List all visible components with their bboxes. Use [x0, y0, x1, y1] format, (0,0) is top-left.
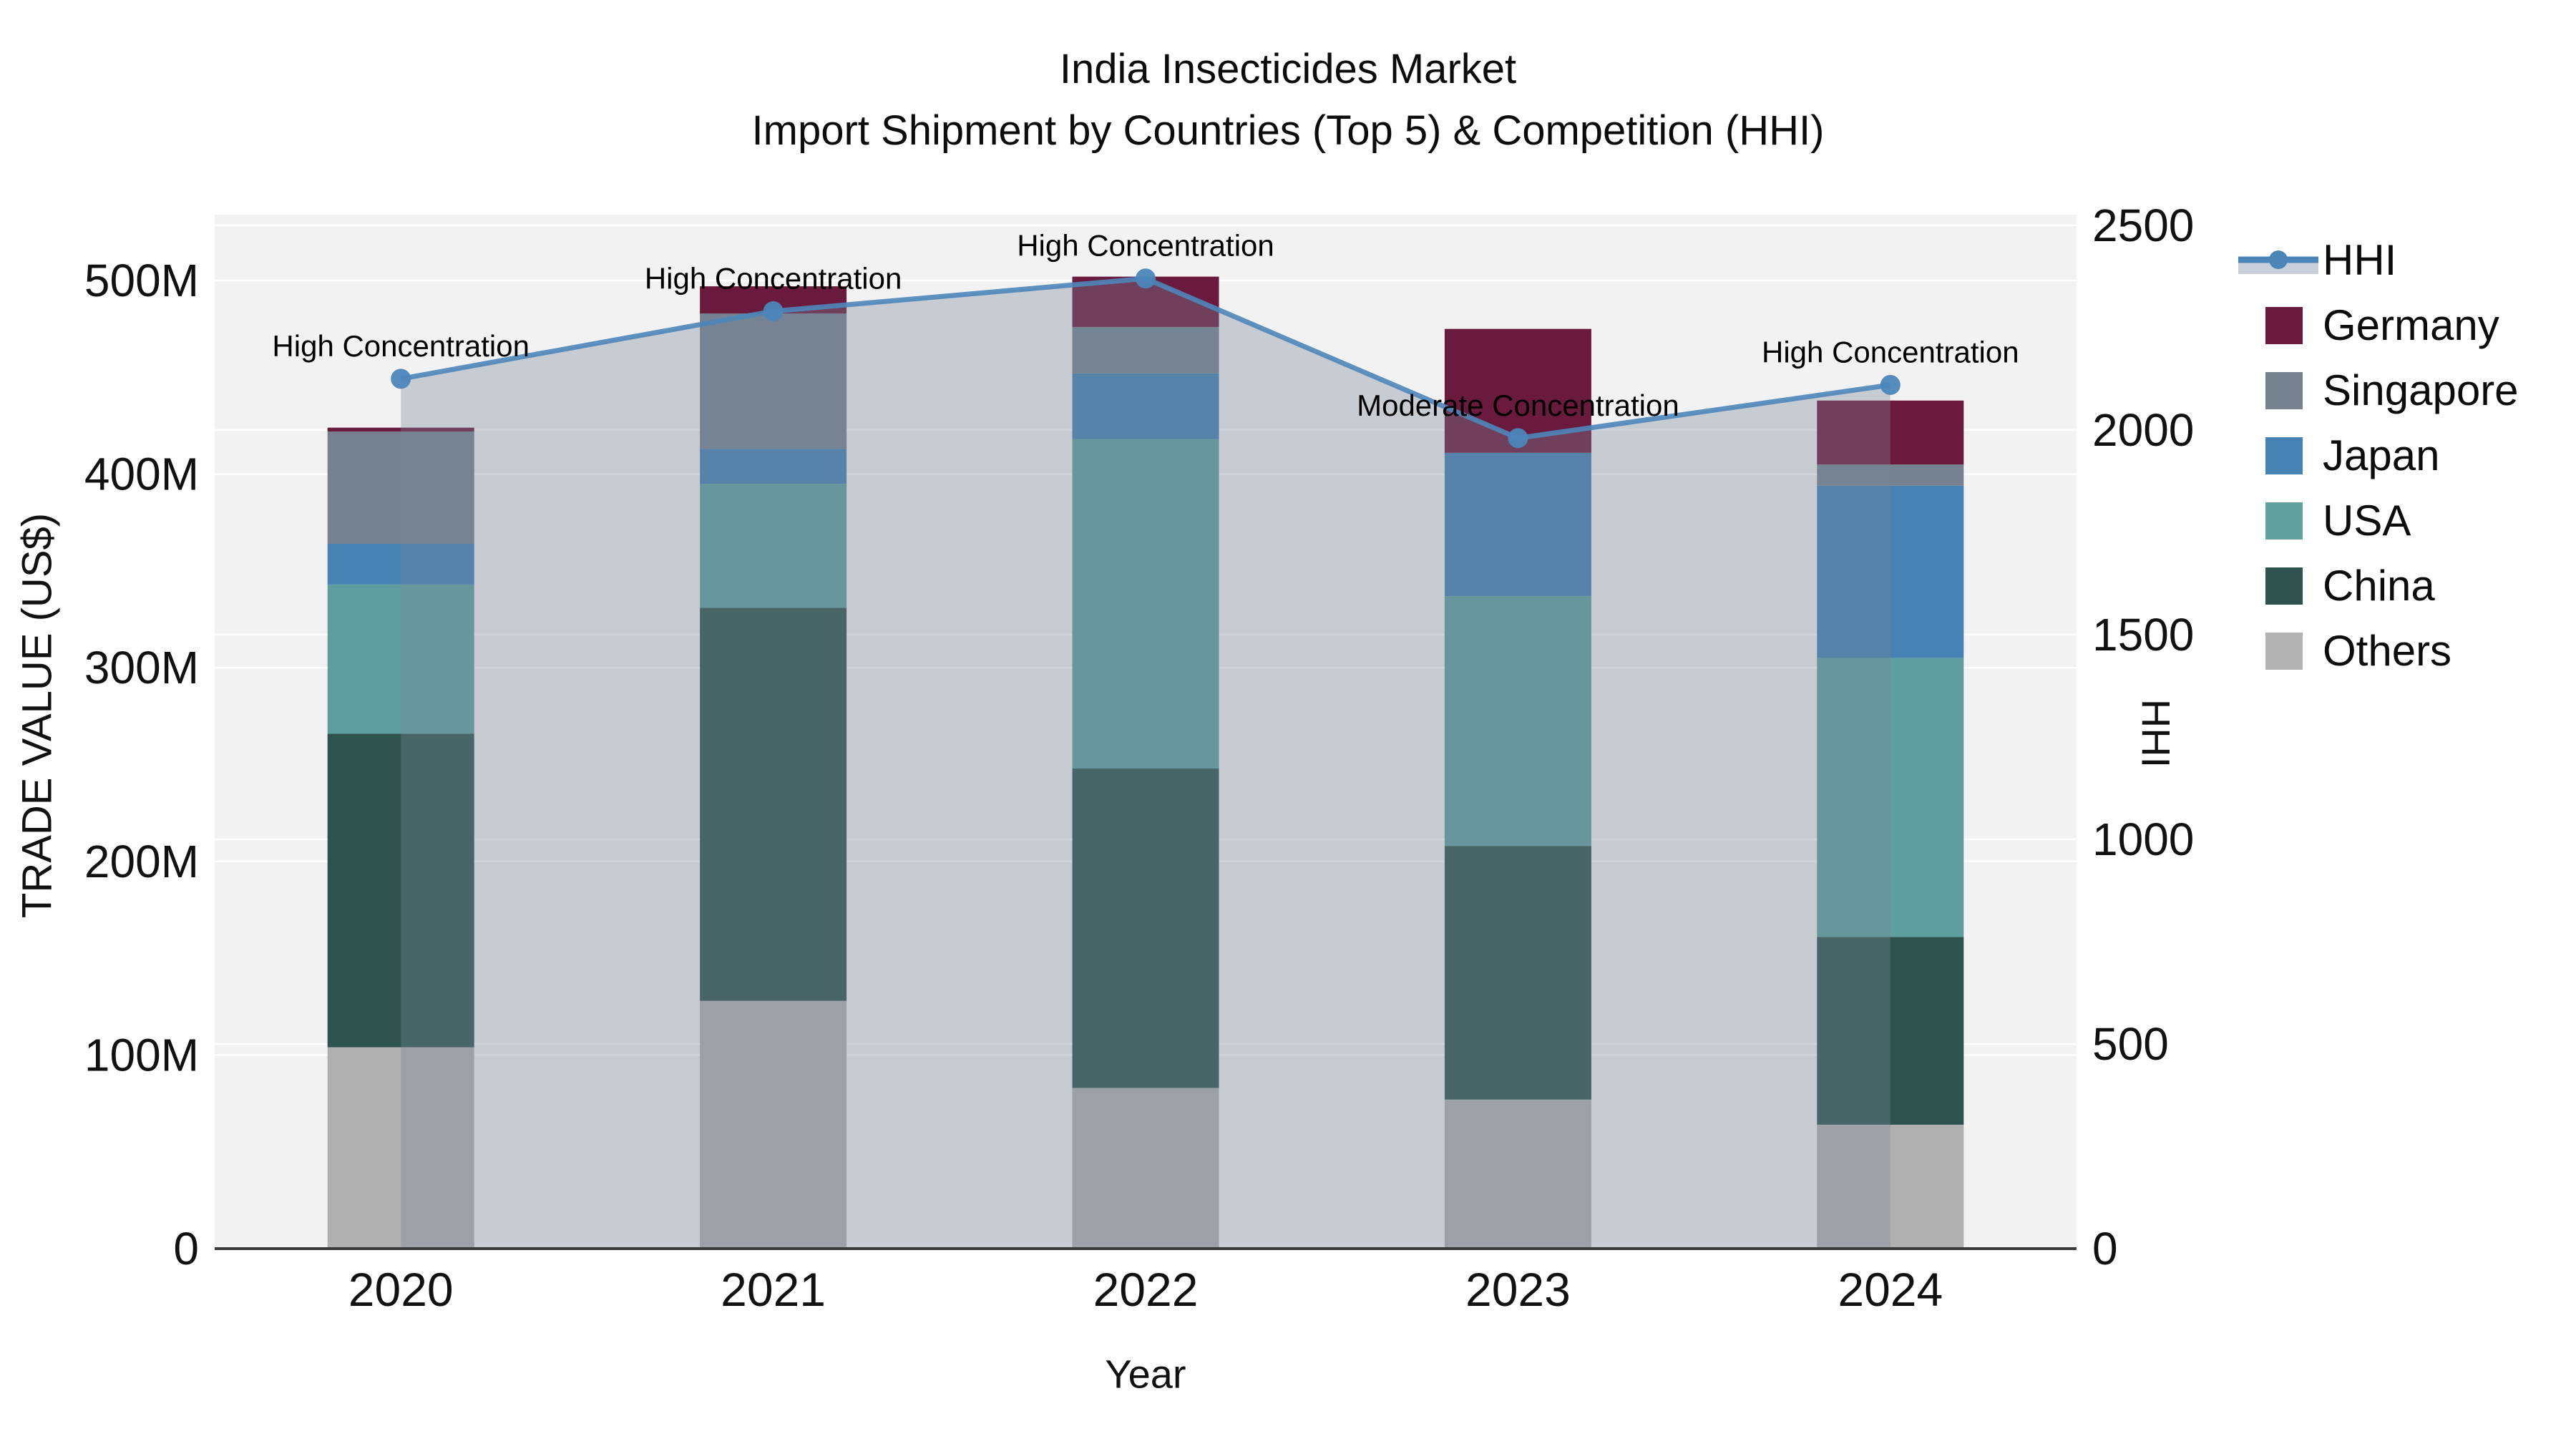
legend-label-others: Others	[2323, 627, 2452, 675]
bar-2024-usa[interactable]	[1817, 658, 1964, 937]
legend-label-germany: Germany	[2323, 301, 2499, 349]
bar-2020-singapore[interactable]	[327, 431, 474, 545]
bar-2022-singapore[interactable]	[1072, 326, 1219, 374]
chart-title: India Insecticides Market	[1059, 46, 1517, 92]
japan-swatch-icon	[2238, 436, 2323, 474]
hhi-marker-2022[interactable]	[1136, 268, 1156, 289]
y-left-axis-title: TRADE VALUE (US$)	[14, 513, 61, 918]
annotation-2021: High Concentration	[645, 262, 902, 296]
x-tick-2023: 2023	[1465, 1263, 1571, 1316]
annotation-2024: High Concentration	[1762, 335, 2019, 369]
bar-2020-others[interactable]	[327, 1047, 474, 1249]
annotation-2023: Moderate Concentration	[1357, 389, 1679, 422]
y-left-tick-300M: 300M	[84, 642, 199, 693]
bar-2024-singapore[interactable]	[1817, 464, 1964, 486]
hhi-area-fill	[401, 278, 1890, 1249]
y-right-tick-1000: 1000	[2092, 814, 2194, 865]
hhi-marker-2024[interactable]	[1880, 374, 1901, 395]
hhi-marker-2023[interactable]	[1508, 428, 1528, 449]
x-tick-2024: 2024	[1838, 1263, 1943, 1316]
legend-label-usa: USA	[2323, 497, 2411, 545]
bar-2022-china[interactable]	[1072, 768, 1219, 1088]
bar-2021-singapore[interactable]	[700, 313, 847, 449]
legend-item-hhi[interactable]: HHI	[2238, 228, 2519, 293]
bar-2022-usa[interactable]	[1072, 439, 1219, 769]
bar-2020-usa[interactable]	[327, 584, 474, 734]
y-left-tick-500M: 500M	[84, 255, 199, 306]
x-tick-2022: 2022	[1093, 1263, 1199, 1316]
bar-2020-japan[interactable]	[327, 544, 474, 585]
bar-2021-usa[interactable]	[700, 484, 847, 608]
hhi-marker-2021[interactable]	[763, 301, 784, 322]
china-swatch-icon	[2238, 567, 2323, 605]
y-left-tick-400M: 400M	[84, 449, 199, 500]
legend-label-singapore: Singapore	[2323, 366, 2519, 414]
legend-label-china: China	[2323, 562, 2435, 610]
bar-2023-usa[interactable]	[1444, 596, 1591, 847]
annotation-2020: High Concentration	[272, 329, 530, 363]
y-right-tick-2500: 2500	[2092, 200, 2194, 251]
others-swatch-icon	[2238, 632, 2323, 670]
legend-item-japan[interactable]: Japan	[2238, 423, 2519, 488]
bar-2021-china[interactable]	[700, 608, 847, 1001]
y-right-tick-0: 0	[2092, 1223, 2118, 1274]
singapore-swatch-icon	[2238, 371, 2323, 409]
y-left-tick-200M: 200M	[84, 836, 199, 887]
y-right-tick-2000: 2000	[2092, 404, 2194, 456]
x-axis-title: Year	[1105, 1352, 1186, 1397]
legend-item-usa[interactable]: USA	[2238, 488, 2519, 553]
legend-item-singapore[interactable]: Singapore	[2238, 358, 2519, 423]
legend-item-china[interactable]: China	[2238, 553, 2519, 618]
legend-item-germany[interactable]: Germany	[2238, 293, 2519, 358]
bar-2021-others[interactable]	[700, 1000, 847, 1249]
y-left-tick-0: 0	[173, 1223, 199, 1274]
y-right-axis-title: HHI	[2134, 699, 2179, 768]
bar-2024-germany[interactable]	[1817, 400, 1964, 465]
bar-2021-japan[interactable]	[700, 449, 847, 484]
germany-swatch-icon	[2238, 306, 2323, 344]
bar-2022-others[interactable]	[1072, 1088, 1219, 1249]
chart-subtitle: Import Shipment by Countries (Top 5) & C…	[751, 107, 1825, 154]
bar-2023-japan[interactable]	[1444, 452, 1591, 597]
legend-label-hhi: HHI	[2323, 236, 2397, 284]
bar-2024-china[interactable]	[1817, 937, 1964, 1125]
bar-2020-germany[interactable]	[327, 427, 474, 432]
bar-2023-others[interactable]	[1444, 1099, 1591, 1249]
legend-label-japan: Japan	[2323, 431, 2440, 479]
hhi-line-icon	[2238, 242, 2323, 279]
bar-2020-china[interactable]	[327, 733, 474, 1048]
y-left-tick-100M: 100M	[84, 1029, 199, 1080]
bar-2022-japan[interactable]	[1072, 373, 1219, 439]
y-right-tick-1500: 1500	[2092, 609, 2194, 660]
annotation-2022: High Concentration	[1017, 229, 1274, 263]
usa-swatch-icon	[2238, 502, 2323, 540]
x-tick-2021: 2021	[721, 1263, 826, 1316]
hhi-marker-2020[interactable]	[391, 369, 411, 389]
legend: HHI Germany Singapore Japan USA China Others	[2238, 228, 2519, 683]
bar-2024-others[interactable]	[1817, 1124, 1964, 1249]
legend-item-others[interactable]: Others	[2238, 618, 2519, 683]
bar-2023-china[interactable]	[1444, 846, 1591, 1100]
y-right-tick-500: 500	[2092, 1018, 2169, 1070]
bar-2024-japan[interactable]	[1817, 485, 1964, 658]
x-tick-2020: 2020	[348, 1263, 454, 1316]
